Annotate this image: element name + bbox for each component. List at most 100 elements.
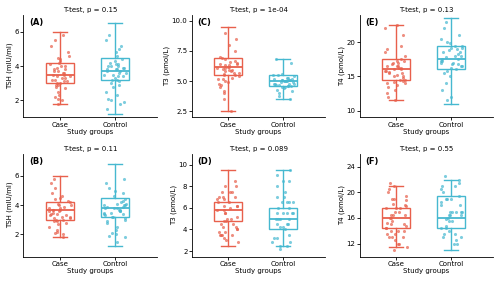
Point [232, 73, 239, 77]
Point [388, 202, 396, 206]
Point [274, 73, 282, 77]
Point [44, 206, 52, 210]
Point [442, 174, 450, 178]
Y-axis label: T4 (pmol/L): T4 (pmol/L) [338, 46, 345, 86]
Point [102, 67, 110, 72]
Point [451, 232, 459, 236]
Point [113, 201, 121, 206]
Point [279, 211, 287, 216]
Title: T-test, p = 0.11: T-test, p = 0.11 [63, 146, 118, 152]
Point [400, 222, 407, 227]
Point [394, 60, 402, 65]
Point [232, 62, 240, 67]
Point [396, 67, 404, 72]
Point [60, 72, 68, 77]
Point [394, 228, 402, 233]
Point [455, 33, 463, 37]
Point [216, 233, 224, 237]
Point [456, 54, 464, 58]
Point [393, 82, 401, 87]
Point [56, 59, 64, 63]
Point [448, 95, 456, 99]
Point [443, 69, 451, 73]
Text: (D): (D) [197, 157, 212, 166]
Point [284, 84, 292, 88]
Point [454, 241, 462, 246]
Point [120, 191, 128, 196]
Point [390, 196, 398, 201]
Point [121, 235, 129, 240]
Point [221, 31, 229, 35]
Point [289, 80, 297, 85]
Point [288, 211, 296, 216]
Point [290, 74, 298, 79]
Point [436, 225, 444, 230]
Point [382, 206, 390, 211]
Point [402, 81, 409, 85]
Point [120, 65, 128, 70]
Point [110, 206, 118, 210]
Point [219, 76, 227, 81]
Text: (E): (E) [365, 18, 378, 27]
Point [114, 64, 122, 68]
Point [217, 233, 225, 237]
Point [442, 196, 450, 201]
Point [54, 55, 62, 60]
Point [398, 43, 406, 48]
Point [106, 210, 114, 215]
Point [451, 43, 459, 48]
Point [113, 240, 121, 244]
Point [438, 190, 446, 194]
Point [446, 196, 454, 201]
Point [395, 66, 403, 70]
Point [382, 81, 390, 85]
Point [269, 73, 277, 77]
Point [275, 83, 283, 87]
Point [270, 236, 278, 240]
Point [58, 76, 66, 80]
Point [54, 89, 62, 94]
Point [228, 109, 235, 114]
Point [102, 181, 110, 185]
Point [454, 57, 462, 62]
Point [232, 214, 240, 219]
Point [391, 88, 399, 92]
Point [221, 229, 229, 234]
Point [272, 83, 280, 87]
Point [56, 207, 64, 212]
Point [50, 219, 58, 224]
Point [102, 69, 110, 73]
Point [48, 191, 56, 196]
Text: (A): (A) [29, 18, 43, 27]
Point [226, 216, 234, 221]
Point [216, 62, 224, 67]
Title: T-test, p = 0.15: T-test, p = 0.15 [63, 7, 118, 13]
Point [284, 75, 292, 80]
Point [382, 225, 390, 230]
Point [115, 79, 123, 84]
Point [281, 79, 289, 83]
Point [48, 210, 56, 215]
Point [384, 91, 392, 96]
Point [278, 225, 286, 230]
Point [402, 203, 409, 207]
Point [382, 232, 390, 236]
Point [217, 83, 225, 87]
Point [446, 45, 454, 50]
Point [283, 211, 291, 216]
Point [437, 60, 445, 65]
Point [54, 83, 62, 87]
Point [272, 57, 280, 62]
Point [46, 43, 54, 48]
Point [398, 57, 406, 62]
Point [287, 61, 295, 65]
Point [389, 60, 397, 65]
Point [283, 243, 291, 248]
Point [226, 189, 234, 194]
Point [394, 73, 402, 77]
Point [399, 74, 407, 79]
Point [402, 193, 410, 198]
Point [57, 64, 65, 68]
Point [436, 203, 444, 207]
Point [107, 81, 115, 85]
